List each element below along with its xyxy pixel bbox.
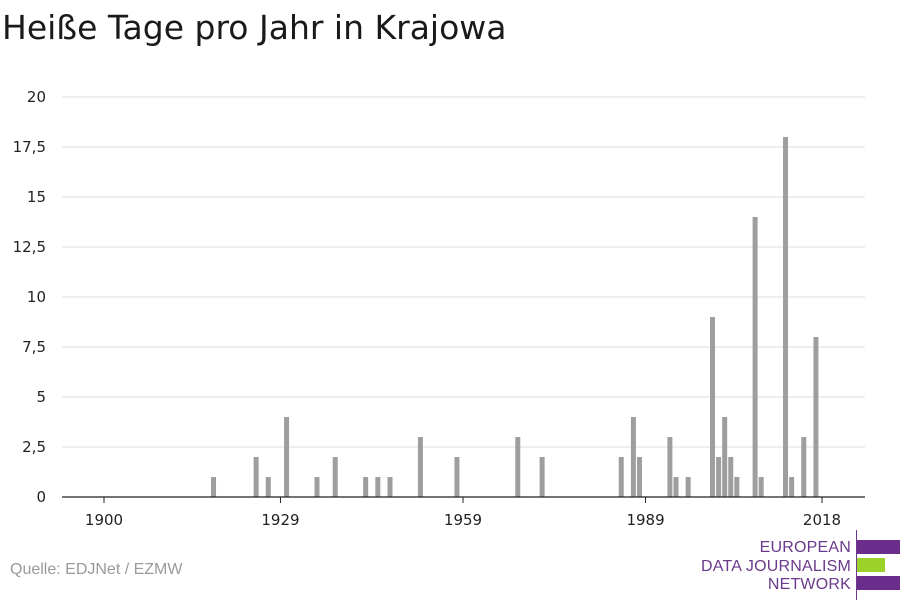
logo-text-line-3: NETWORK (767, 576, 851, 593)
bar-1925 (253, 457, 259, 497)
y-tick-label: 0 (36, 488, 46, 506)
bar-1988 (636, 457, 642, 497)
x-tick-label: 1900 (85, 511, 123, 529)
x-tick-label: 1959 (444, 511, 482, 529)
bar-2001 (716, 457, 722, 497)
y-tick-label: 20 (27, 88, 46, 106)
source-note: Quelle: EDJNet / EZMW (10, 561, 183, 578)
bar-2015 (801, 437, 807, 497)
y-tick-label: 7,5 (22, 338, 46, 356)
logo-text-line-1: EUROPEAN (759, 539, 851, 556)
y-tick-label: 15 (27, 188, 46, 206)
bar-2002 (722, 417, 728, 497)
x-tick-label: 1929 (261, 511, 299, 529)
bar-1935 (314, 477, 320, 497)
logo-bar-green (857, 558, 885, 572)
bar-chart: 0 2,5 5 7,5 10 12,5 15 17,5 20 1900 1929 1959 1989 2… (13, 88, 865, 529)
bars (211, 137, 819, 497)
x-axis-ticks: 1900 1929 1959 1989 2018 (85, 497, 841, 529)
bar-1958 (454, 457, 460, 497)
logo-bar-purple-bottom (857, 576, 900, 590)
bar-2013 (789, 477, 795, 497)
y-tick-label: 2,5 (22, 438, 46, 456)
gridlines (62, 96, 865, 448)
bar-2007 (752, 217, 758, 497)
bar-1945 (375, 477, 381, 497)
logo-text-line-2: DATA JOURNALISM (701, 558, 851, 575)
bar-1938 (332, 457, 338, 497)
bar-2004 (734, 477, 740, 497)
bar-2000 (710, 317, 715, 497)
edjnet-logo: EUROPEAN DATA JOURNALISM NETWORK (700, 530, 900, 600)
bar-1943 (363, 477, 369, 497)
bar-1972 (539, 457, 545, 497)
bar-1927 (265, 477, 271, 497)
bar-1930 (284, 417, 290, 497)
bar-2008 (758, 477, 764, 497)
bar-1952 (417, 437, 423, 497)
bar-1996 (685, 477, 691, 497)
x-tick-label: 2018 (803, 511, 841, 529)
bar-2017 (813, 337, 819, 497)
chart-title: Heiße Tage pro Jahr in Krajowa (2, 8, 507, 47)
bar-1968 (515, 437, 521, 497)
bar-2012 (783, 137, 789, 497)
logo-divider (856, 530, 857, 600)
bar-1994 (673, 477, 679, 497)
x-tick-label: 1989 (626, 511, 664, 529)
y-tick-label: 12,5 (13, 238, 46, 256)
y-tick-label: 5 (36, 388, 46, 406)
bar-1987 (630, 417, 636, 497)
bar-1993 (667, 437, 673, 497)
bar-1918 (211, 477, 217, 497)
logo-bar-purple-top (857, 540, 900, 554)
y-axis-ticks: 0 2,5 5 7,5 10 12,5 15 17,5 20 (13, 88, 46, 506)
bar-1947 (387, 477, 393, 497)
y-tick-label: 10 (27, 288, 46, 306)
y-tick-label: 17,5 (13, 138, 46, 156)
bar-2003 (728, 457, 734, 497)
bar-1985 (618, 457, 624, 497)
